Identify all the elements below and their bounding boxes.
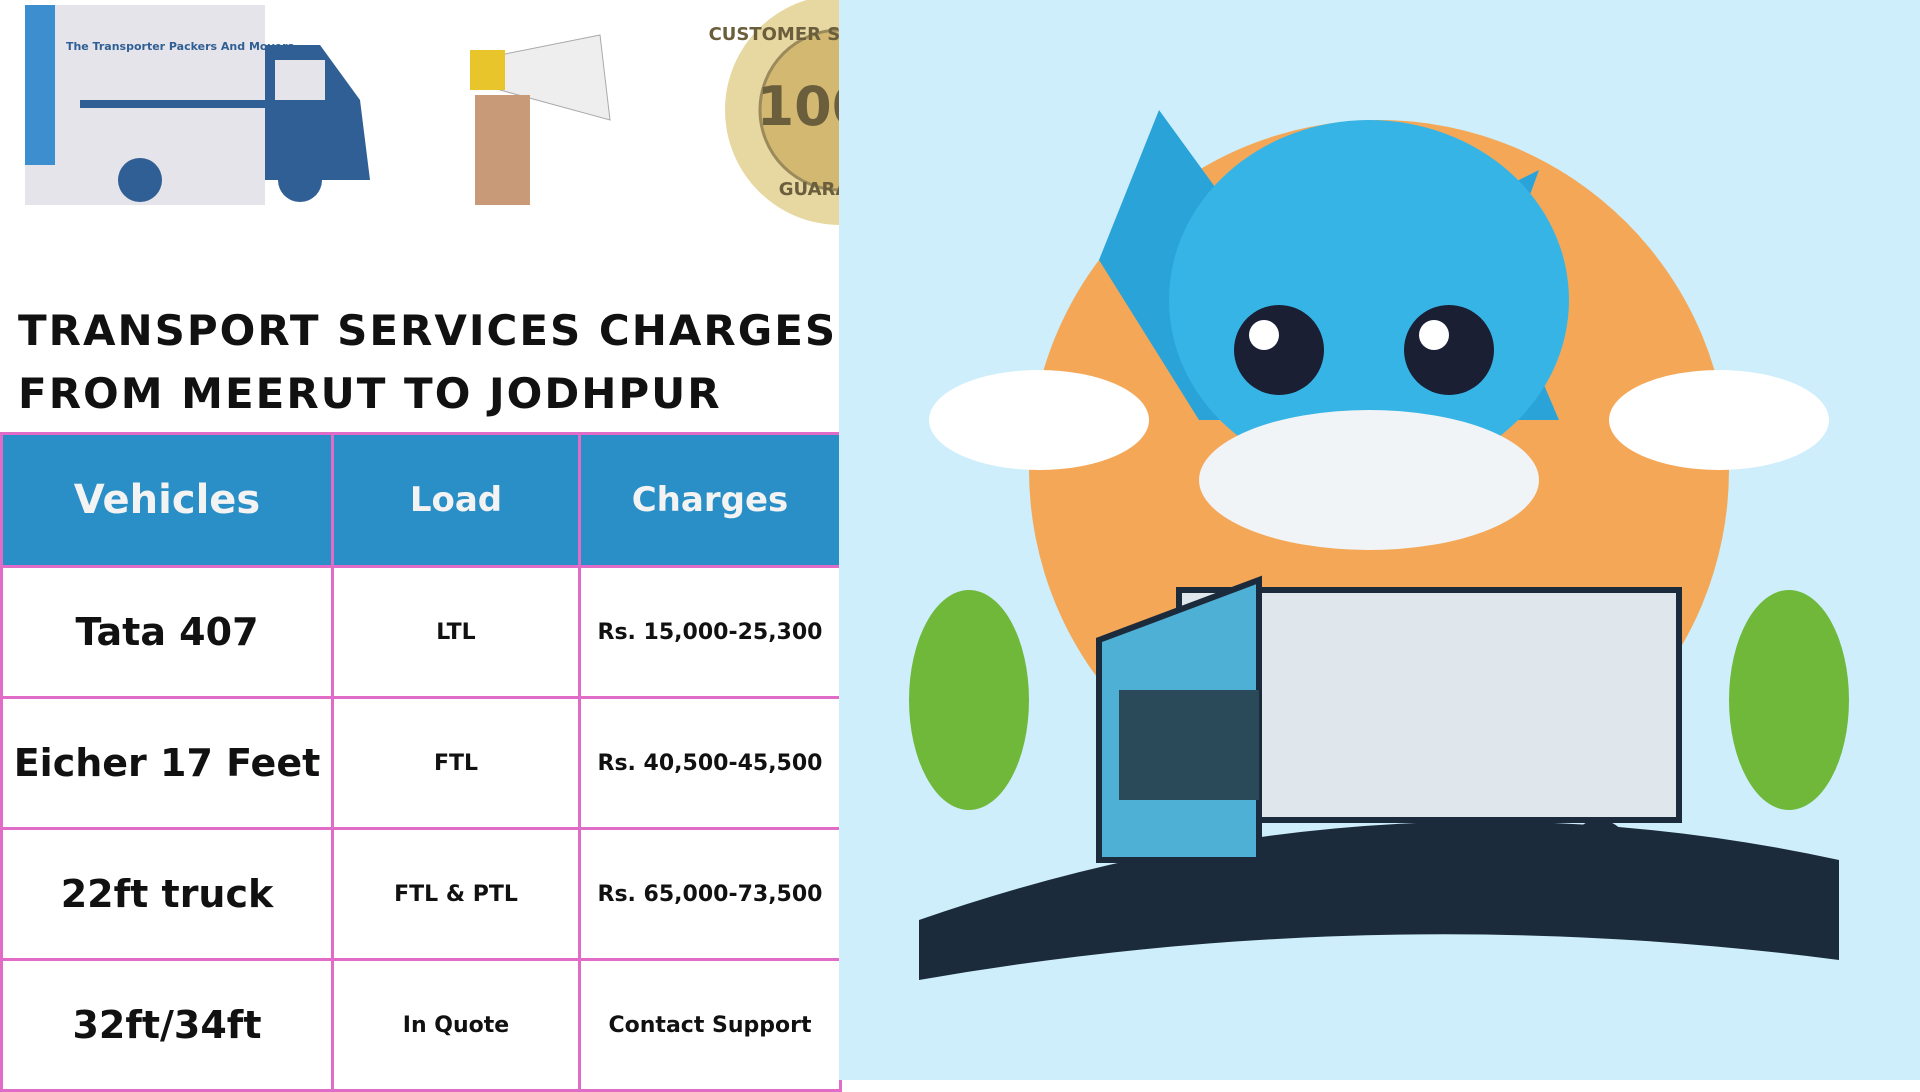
megaphone-mouth: [470, 50, 505, 90]
wheel: [1449, 830, 1509, 890]
column-header: Load: [331, 432, 581, 568]
column-header: Charges: [578, 432, 842, 568]
table-row: 32ft/34ft In Quote Contact Support: [0, 958, 842, 1092]
badge-center: 100%: [757, 75, 839, 138]
charges-cell: Rs. 40,500-45,500: [578, 696, 842, 830]
table-row: Tata 407 LTL Rs. 15,000-25,300: [0, 565, 842, 699]
truck-side: [25, 5, 55, 165]
truck-window: [275, 60, 325, 105]
truck-stripe: [80, 100, 360, 108]
eye-shine: [1249, 320, 1279, 350]
wheel: [278, 158, 322, 202]
table-row: 22ft truck FTL & PTL Rs. 65,000-73,500: [0, 827, 842, 961]
eye: [1404, 305, 1494, 395]
wheel: [1329, 830, 1389, 890]
charges-cell: Rs. 15,000-25,300: [578, 565, 842, 699]
badge-top: CUSTOMER SATISFACTION: [709, 24, 839, 45]
load-cell: FTL: [331, 696, 581, 830]
mascot-illustration: [909, 110, 1849, 980]
charges-cell: Rs. 65,000-73,500: [578, 827, 842, 961]
header-images: The Transporter Packers And Movers CUSTO…: [25, 0, 839, 225]
load-cell: In Quote: [331, 958, 581, 1092]
title-line: FROM MEERUT TO JODHPUR: [18, 369, 722, 418]
tree: [1729, 590, 1849, 810]
column-header: Vehicles: [0, 432, 334, 568]
badge-inner: [758, 28, 839, 192]
table-row: Eicher 17 Feet FTL Rs. 40,500-45,500: [0, 696, 842, 830]
badge-bottom: GUARANTEE: [779, 179, 839, 200]
eye-shine: [1419, 320, 1449, 350]
charges-cell: Contact Support: [578, 958, 842, 1092]
cloud: [929, 370, 1149, 470]
vehicle-cell: 32ft/34ft: [0, 958, 334, 1092]
wheel: [118, 158, 162, 202]
wheel: [1569, 820, 1629, 880]
mascot-beard: [1199, 410, 1539, 550]
charges-table: Vehicles Load Charges Tata 407 LTL Rs. 15,…: [0, 432, 842, 1092]
load-cell: FTL & PTL: [331, 827, 581, 961]
trailer: [1176, 587, 1682, 823]
tree: [909, 590, 1029, 810]
illustration-panel: [839, 0, 1920, 1080]
eye: [1234, 305, 1324, 395]
title-line: TRANSPORT SERVICES CHARGES: [18, 306, 838, 355]
hand: [475, 95, 530, 205]
logo-text: The Transporter Packers And Movers: [66, 40, 295, 53]
vehicle-cell: 22ft truck: [0, 827, 334, 961]
cloud: [1609, 370, 1829, 470]
header-row: Vehicles Load Charges: [0, 432, 842, 568]
vehicle-cell: Tata 407: [0, 565, 334, 699]
load-cell: LTL: [331, 565, 581, 699]
grille: [1119, 690, 1259, 800]
left-panel: The Transporter Packers And Movers CUSTO…: [0, 0, 842, 1092]
vehicle-cell: Eicher 17 Feet: [0, 696, 334, 830]
table-body: Tata 407 LTL Rs. 15,000-25,300 Eicher 17 Fe…: [0, 565, 842, 1092]
